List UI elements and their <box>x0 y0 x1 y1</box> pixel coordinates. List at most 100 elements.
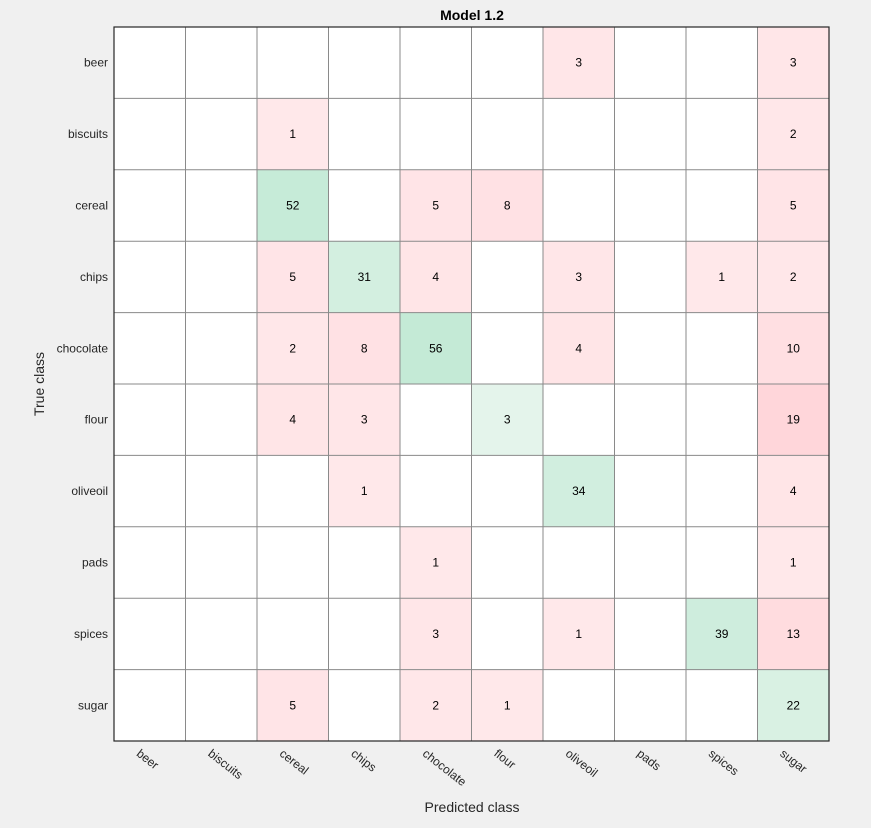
row-label-chips: chips <box>80 270 108 284</box>
column-label-beer: beer <box>134 746 162 772</box>
cell-value-chocolate-oliveoil: 4 <box>575 341 582 355</box>
cell-cereal-chocolate <box>400 169 472 242</box>
cell-chocolate-chocolate <box>400 312 472 384</box>
cell-spices-chocolate <box>400 598 472 670</box>
cell-chocolate-biscuits <box>185 312 257 384</box>
cell-spices-spices <box>686 598 758 670</box>
column-label-flour: flour <box>491 746 518 771</box>
cell-flour-cereal <box>257 384 329 456</box>
cell-value-oliveoil-chips: 1 <box>361 484 368 498</box>
cell-flour-beer <box>114 384 186 456</box>
cell-value-sugar-sugar: 22 <box>787 698 801 712</box>
cell-chocolate-flour <box>471 312 543 384</box>
column-label-chips: chips <box>348 746 379 774</box>
cell-oliveoil-chips <box>328 455 400 527</box>
cell-chocolate-cereal <box>257 312 329 384</box>
cell-flour-pads <box>614 384 686 456</box>
cell-pads-flour <box>471 526 543 599</box>
cell-value-chips-oliveoil: 3 <box>575 270 582 284</box>
cell-value-flour-sugar: 19 <box>787 413 801 427</box>
cell-value-chocolate-sugar: 10 <box>787 341 801 355</box>
cell-chips-chips <box>328 241 400 313</box>
cell-biscuits-beer <box>114 98 186 170</box>
cell-beer-pads <box>614 27 686 99</box>
cell-pads-spices <box>686 526 758 599</box>
cell-spices-flour <box>471 598 543 670</box>
cell-value-cereal-sugar: 5 <box>790 199 797 213</box>
cell-sugar-pads <box>614 669 686 741</box>
cell-spices-chips <box>328 598 400 670</box>
cell-oliveoil-chocolate <box>400 455 472 527</box>
cell-beer-biscuits <box>185 27 257 99</box>
cell-sugar-spices <box>686 669 758 741</box>
cell-chips-chocolate <box>400 241 472 313</box>
cell-beer-chips <box>328 27 400 99</box>
cell-chips-sugar <box>757 241 829 313</box>
cell-chocolate-oliveoil <box>543 312 615 384</box>
cell-chips-cereal <box>257 241 329 313</box>
cell-chips-biscuits <box>185 241 257 313</box>
row-label-biscuits: biscuits <box>68 127 108 141</box>
cell-value-pads-sugar: 1 <box>790 556 797 570</box>
chart-title: Model 1.2 <box>440 7 504 23</box>
cell-value-oliveoil-sugar: 4 <box>790 484 797 498</box>
cell-cereal-sugar <box>757 169 829 242</box>
cell-biscuits-oliveoil <box>543 98 615 170</box>
cell-value-chocolate-chocolate: 56 <box>429 341 443 355</box>
cell-value-cereal-chocolate: 5 <box>432 199 439 213</box>
cell-value-chips-chips: 31 <box>358 270 372 284</box>
cell-beer-oliveoil <box>543 27 615 99</box>
cell-beer-sugar <box>757 27 829 99</box>
cell-biscuits-pads <box>614 98 686 170</box>
cell-biscuits-flour <box>471 98 543 170</box>
cell-flour-biscuits <box>185 384 257 456</box>
column-label-spices: spices <box>706 746 741 778</box>
cell-value-biscuits-sugar: 2 <box>790 127 797 141</box>
matrix-cells: 3 31 252 5 8 55 31 4 3 1 22 8 56 4 104 3 3 191 34 41 13 1 39 13… <box>114 27 829 741</box>
cell-value-sugar-chocolate: 2 <box>432 698 439 712</box>
column-label-cereal: cereal <box>277 746 311 777</box>
row-label-beer: beer <box>84 56 108 70</box>
cell-value-spices-oliveoil: 1 <box>575 627 582 641</box>
cell-biscuits-biscuits <box>185 98 257 170</box>
row-label-oliveoil: oliveoil <box>71 484 108 498</box>
matrix-frame <box>113 26 830 742</box>
row-label-chocolate: chocolate <box>57 341 109 355</box>
row-label-pads: pads <box>82 556 108 570</box>
cell-pads-sugar <box>757 526 829 599</box>
cell-beer-beer <box>114 27 186 99</box>
cell-sugar-chocolate <box>400 669 472 741</box>
cell-oliveoil-cereal <box>257 455 329 527</box>
cell-flour-sugar <box>757 384 829 456</box>
cell-beer-chocolate <box>400 27 472 99</box>
cell-oliveoil-oliveoil <box>543 455 615 527</box>
cell-value-chips-sugar: 2 <box>790 270 797 284</box>
cell-beer-flour <box>471 27 543 99</box>
cell-value-chips-chocolate: 4 <box>432 270 439 284</box>
cell-pads-oliveoil <box>543 526 615 599</box>
cell-sugar-biscuits <box>185 669 257 741</box>
cell-value-flour-flour: 3 <box>504 413 511 427</box>
row-label-sugar: sugar <box>78 698 108 712</box>
cell-cereal-beer <box>114 169 186 242</box>
matrix-grid <box>113 26 830 742</box>
cell-pads-chocolate <box>400 526 472 599</box>
cell-spices-biscuits <box>185 598 257 670</box>
cell-biscuits-cereal <box>257 98 329 170</box>
cell-cereal-chips <box>328 169 400 242</box>
cell-value-flour-cereal: 4 <box>289 413 296 427</box>
cell-chips-oliveoil <box>543 241 615 313</box>
column-label-chocolate: chocolate <box>420 746 469 789</box>
cell-chips-beer <box>114 241 186 313</box>
cell-beer-cereal <box>257 27 329 99</box>
cell-oliveoil-flour <box>471 455 543 527</box>
cell-cereal-pads <box>614 169 686 242</box>
cell-oliveoil-biscuits <box>185 455 257 527</box>
cell-sugar-beer <box>114 669 186 741</box>
cell-flour-oliveoil <box>543 384 615 456</box>
cell-value-chocolate-chips: 8 <box>361 341 368 355</box>
cell-chocolate-sugar <box>757 312 829 384</box>
cell-value-pads-chocolate: 1 <box>432 556 439 570</box>
cell-sugar-flour <box>471 669 543 741</box>
